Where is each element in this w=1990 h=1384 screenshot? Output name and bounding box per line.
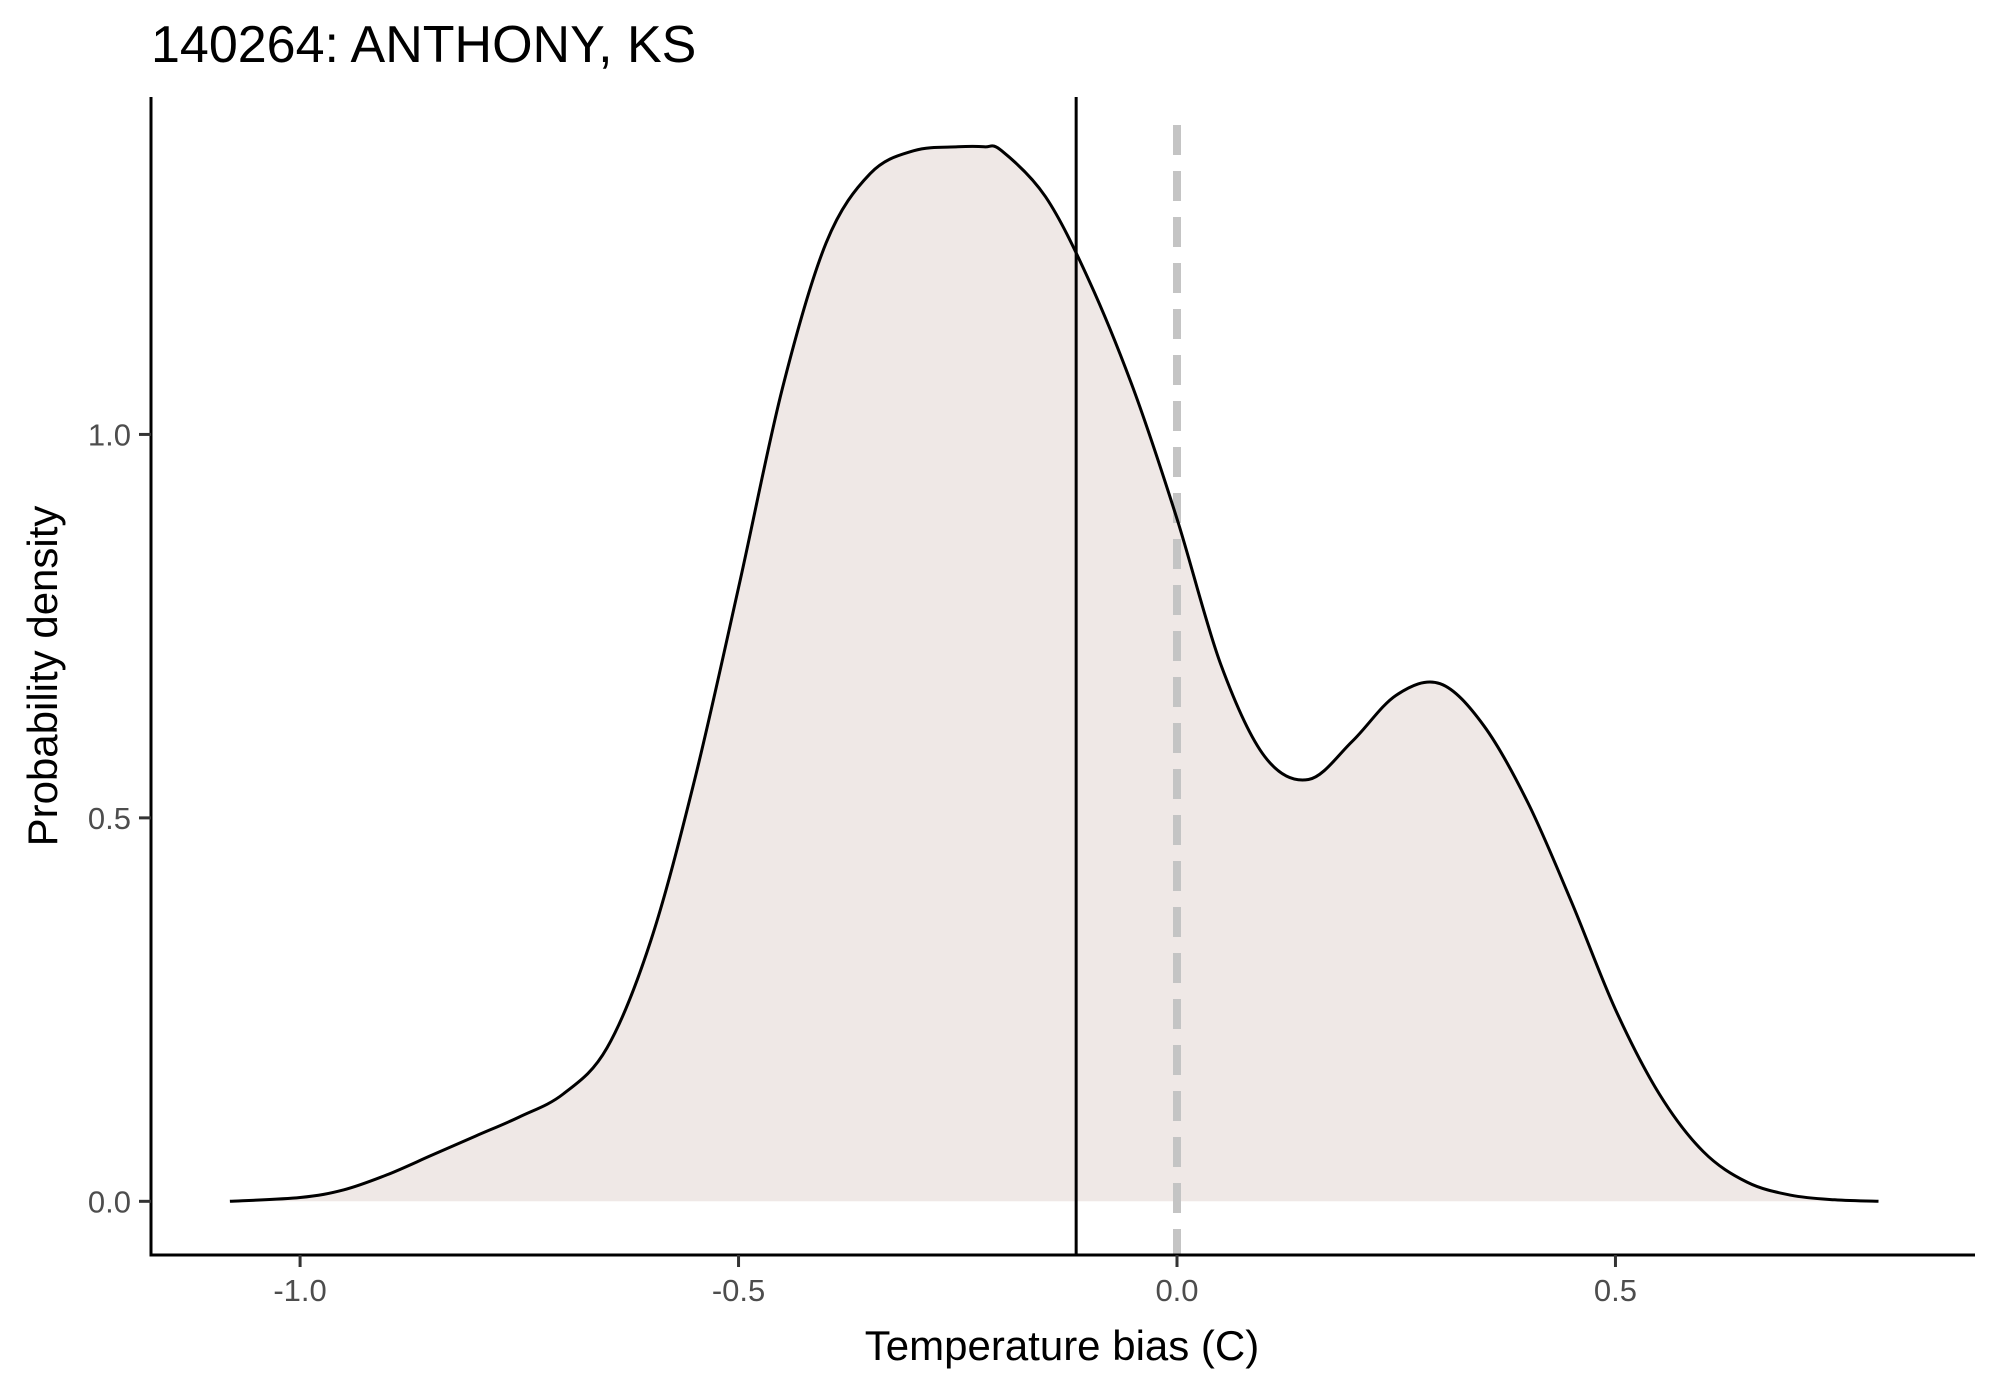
- x-axis-label: Temperature bias (C): [865, 1322, 1259, 1369]
- x-tick-label: -0.5: [712, 1273, 765, 1308]
- chart-title: 140264: ANTHONY, KS: [151, 16, 696, 74]
- plot-area: [229, 97, 1879, 1255]
- density-curve-line: [229, 144, 1879, 1203]
- density-area-fill: [229, 145, 1879, 1202]
- y-tick-label: 0.0: [88, 1184, 131, 1219]
- y-axis-ticks: 0.0 0.5 1.0: [88, 417, 151, 1219]
- x-axis-ticks: -1.0 -0.5 0.0 0.5: [273, 1255, 1637, 1308]
- x-tick-label: 0.0: [1155, 1273, 1198, 1308]
- y-tick-label: 0.5: [88, 801, 131, 836]
- y-tick-label: 1.0: [88, 417, 131, 452]
- x-tick-label: -1.0: [273, 1273, 326, 1308]
- y-axis-label: Probability density: [19, 506, 66, 847]
- x-tick-label: 0.5: [1594, 1273, 1637, 1308]
